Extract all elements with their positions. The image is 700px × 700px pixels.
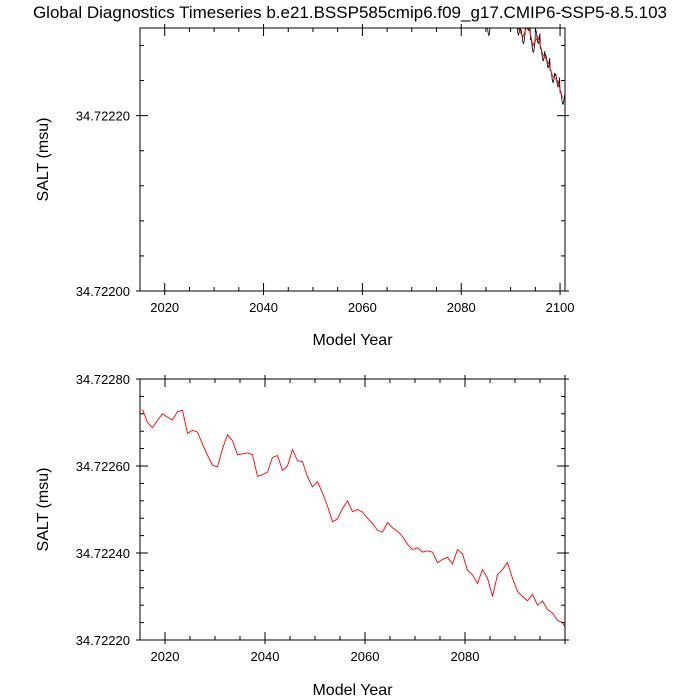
y-tick-label: 34.72280 — [76, 372, 130, 387]
x-tick-label: 2080 — [451, 649, 480, 664]
top-tick-layer: 2020204020602080210034.7220034.7222034.7… — [76, 9, 575, 315]
x-tick-label: 2040 — [249, 300, 278, 315]
y-tick-label: 34.72260 — [76, 459, 130, 474]
x-tick-label: 2020 — [150, 300, 179, 315]
x-tick-label: 2060 — [348, 300, 377, 315]
figure-title: Global Diagnostics Timeseries b.e21.BSSP… — [33, 3, 667, 22]
bottom-x-axis-label: Model Year — [312, 682, 393, 699]
y-tick-label: 34.72240 — [76, 546, 130, 561]
y-tick-label: 34.72220 — [76, 633, 130, 648]
x-tick-label: 2040 — [251, 649, 280, 664]
x-tick-label: 2020 — [151, 649, 180, 664]
x-tick-label: 2080 — [447, 300, 476, 315]
top-y-axis-label: SALT (msu) — [35, 118, 52, 202]
y-tick-label: 34.72220 — [76, 109, 130, 124]
y-tick-label: 34.72200 — [76, 284, 130, 299]
bottom-y-axis-label: SALT (msu) — [35, 468, 52, 552]
annual-mean-salt-line — [142, 409, 565, 628]
bottom-series-layer — [142, 409, 565, 628]
bottom-tick-layer: 2020 2040 2060 2080 34.72220 34.72240 34.72260… — [76, 372, 569, 664]
top-timeseries-panel: 2020204020602080210034.7220034.7222034.7… — [35, 9, 575, 349]
x-tick-label: 2060 — [351, 649, 380, 664]
bottom-annual-mean-panel: 2020 2040 2060 2080 34.72220 34.72240 34.72260… — [35, 372, 569, 699]
x-tick-label: 2100 — [546, 300, 575, 315]
bottom-plot-frame — [139, 378, 566, 641]
top-plot-frame — [139, 27, 566, 292]
top-x-axis-label: Model Year — [312, 332, 393, 349]
